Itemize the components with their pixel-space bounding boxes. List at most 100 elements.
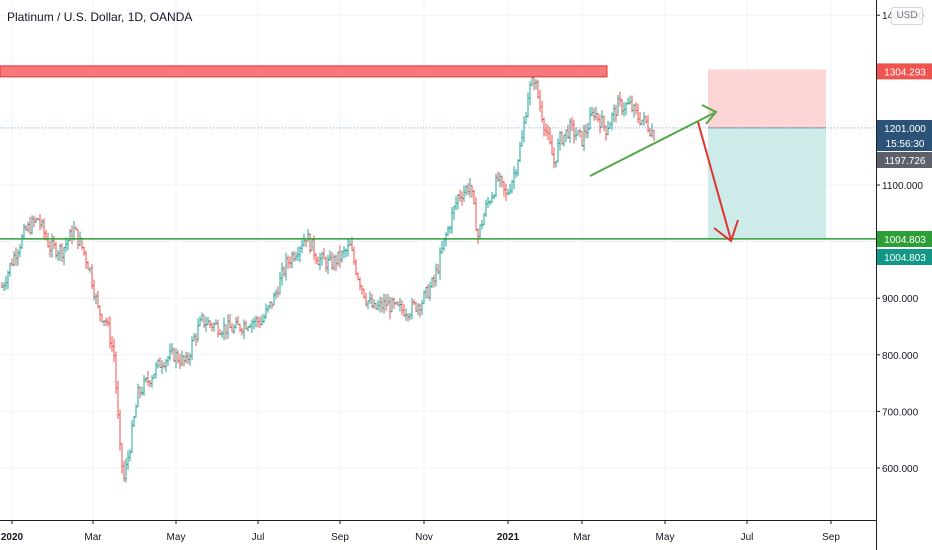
candle <box>319 252 321 271</box>
candle <box>499 172 501 188</box>
drawing-layer <box>0 65 876 243</box>
x-tick-label: 2020 <box>1 532 24 543</box>
candle <box>339 245 341 268</box>
candle <box>289 256 291 268</box>
candle <box>49 240 51 258</box>
candle <box>263 313 265 324</box>
x-tick-label: Sep <box>331 532 349 543</box>
price-tag-label: 15:56:30 <box>886 139 925 150</box>
candle <box>421 299 423 315</box>
candle <box>327 254 329 274</box>
candle <box>631 95 633 113</box>
candle <box>27 221 29 233</box>
candle <box>305 239 307 248</box>
candle <box>567 124 569 139</box>
candle <box>629 95 631 105</box>
candle <box>161 360 163 375</box>
candle <box>119 409 121 451</box>
candle <box>527 92 529 118</box>
y-tick-label: 1100.000 <box>882 181 923 192</box>
candle <box>347 239 349 257</box>
candle <box>311 239 313 252</box>
candle <box>127 450 129 471</box>
candle <box>237 316 239 326</box>
candle <box>1 282 3 288</box>
take-profit-zone <box>708 127 826 239</box>
candle <box>33 215 35 228</box>
resistance-zone <box>0 65 608 78</box>
candle <box>641 119 643 126</box>
price-tag-label: 1304.293 <box>884 67 926 78</box>
candle <box>223 317 225 341</box>
candle <box>565 129 567 143</box>
candle <box>145 376 147 383</box>
price-tag-support: 1004.803 <box>877 231 932 247</box>
x-tick-label: Nov <box>415 532 433 543</box>
candle <box>343 246 345 259</box>
candle <box>331 252 333 270</box>
candle <box>87 261 89 271</box>
candle <box>269 301 271 310</box>
candle <box>553 147 555 169</box>
candle <box>147 371 149 386</box>
candle <box>385 294 387 312</box>
candle <box>373 299 375 309</box>
candle <box>195 333 197 347</box>
candle <box>529 81 531 106</box>
candle <box>361 285 363 295</box>
candle <box>543 117 545 137</box>
candle <box>21 234 23 249</box>
candle <box>29 217 31 235</box>
candle <box>603 115 605 131</box>
candle <box>157 359 159 369</box>
candle <box>383 293 385 314</box>
chart-title: Platinum / U.S. Dollar, 1D, OANDA <box>7 10 193 24</box>
candle <box>285 252 287 281</box>
candle <box>131 420 133 454</box>
candle <box>651 123 653 138</box>
candle <box>295 251 297 261</box>
candle <box>417 303 419 316</box>
candle <box>401 300 403 316</box>
candle <box>495 173 497 198</box>
candle <box>409 312 411 321</box>
candle <box>193 333 195 342</box>
candle <box>103 320 105 327</box>
candle <box>415 301 417 313</box>
candle <box>643 111 645 126</box>
candle <box>189 352 191 366</box>
candle <box>443 239 445 252</box>
candle <box>75 226 77 231</box>
price-tag-box <box>877 135 932 151</box>
candle <box>633 103 635 118</box>
candle <box>271 301 273 309</box>
candle <box>389 296 391 320</box>
candle <box>9 263 11 277</box>
candle <box>397 301 399 307</box>
candle <box>255 315 257 328</box>
candle <box>101 313 103 323</box>
candle <box>83 246 85 256</box>
x-tick-label: Mar <box>573 532 591 543</box>
price-tag-resistance: 1304.293 <box>877 63 932 80</box>
candle <box>57 250 59 262</box>
candle <box>377 300 379 311</box>
candle <box>525 111 527 124</box>
candle <box>201 312 203 322</box>
candle <box>609 122 611 129</box>
candle <box>91 264 93 289</box>
projection-arrow <box>697 121 732 241</box>
currency-button[interactable]: USD <box>891 7 923 25</box>
candle <box>11 258 13 267</box>
candle <box>187 352 189 364</box>
candle <box>5 275 7 291</box>
candle <box>519 141 521 162</box>
candle <box>381 297 383 313</box>
candle <box>67 239 69 251</box>
candle <box>467 183 469 195</box>
candle <box>359 277 361 290</box>
candle <box>589 107 591 130</box>
candle <box>353 246 355 265</box>
candle <box>167 355 169 366</box>
